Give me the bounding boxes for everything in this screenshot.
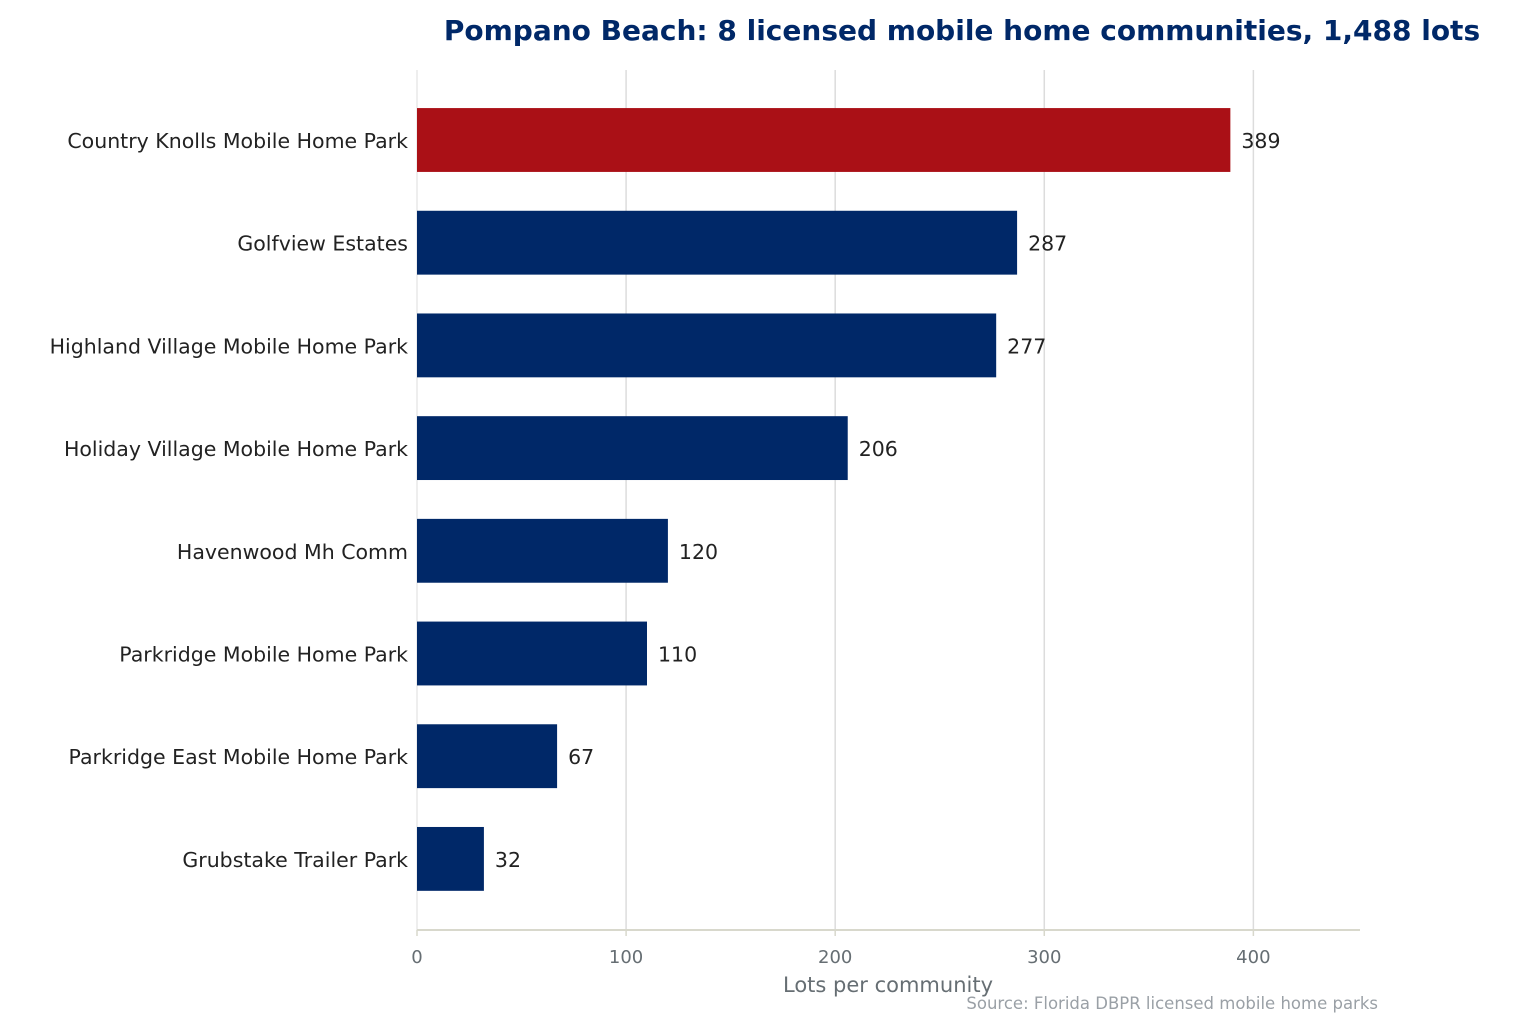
- value-labels: 389 287 277 206 120 110 67 32: [495, 129, 1281, 872]
- category-label-0: Country Knolls Mobile Home Park: [67, 129, 408, 153]
- value-label-2: 277: [1007, 334, 1046, 358]
- bar-1: [417, 210, 1018, 275]
- category-label-2: Highland Village Mobile Home Park: [50, 334, 409, 358]
- value-label-5: 110: [658, 643, 697, 667]
- x-tick-label-4: 400: [1236, 947, 1270, 968]
- bar-2: [417, 313, 997, 378]
- bar-3: [417, 416, 848, 481]
- category-label-6: Parkridge East Mobile Home Park: [69, 745, 409, 769]
- value-label-6: 67: [568, 745, 594, 769]
- x-axis-title: Lots per community: [783, 973, 993, 997]
- grid-lines: [416, 70, 1255, 930]
- value-label-4: 120: [679, 540, 718, 564]
- chart-title: Pompano Beach: 8 licensed mobile home co…: [444, 14, 1480, 47]
- category-label-5: Parkridge Mobile Home Park: [119, 643, 408, 667]
- x-tick-label-2: 200: [818, 947, 852, 968]
- x-tick-label-3: 300: [1027, 947, 1061, 968]
- bar-0: [417, 108, 1231, 172]
- category-label-7: Grubstake Trailer Park: [182, 848, 408, 872]
- x-tick-label-1: 100: [609, 947, 643, 968]
- x-axis-ticks: 0 100 200 300 400: [411, 930, 1271, 968]
- bar-6: [417, 724, 558, 789]
- bar-series: [417, 108, 1231, 891]
- x-tick-label-0: 0: [411, 947, 422, 968]
- value-label-3: 206: [859, 437, 898, 461]
- value-label-7: 32: [495, 848, 521, 872]
- category-label-3: Holiday Village Mobile Home Park: [64, 437, 408, 461]
- bar-4: [417, 518, 668, 583]
- category-label-4: Havenwood Mh Comm: [177, 540, 408, 564]
- bar-5: [417, 621, 647, 686]
- source-note: Source: Florida DBPR licensed mobile hom…: [966, 994, 1378, 1013]
- category-labels: Country Knolls Mobile Home Park Golfview …: [50, 129, 409, 872]
- bar-7: [417, 826, 484, 891]
- value-label-1: 287: [1028, 232, 1067, 256]
- value-label-0: 389: [1241, 129, 1280, 153]
- category-label-1: Golfview Estates: [237, 232, 408, 256]
